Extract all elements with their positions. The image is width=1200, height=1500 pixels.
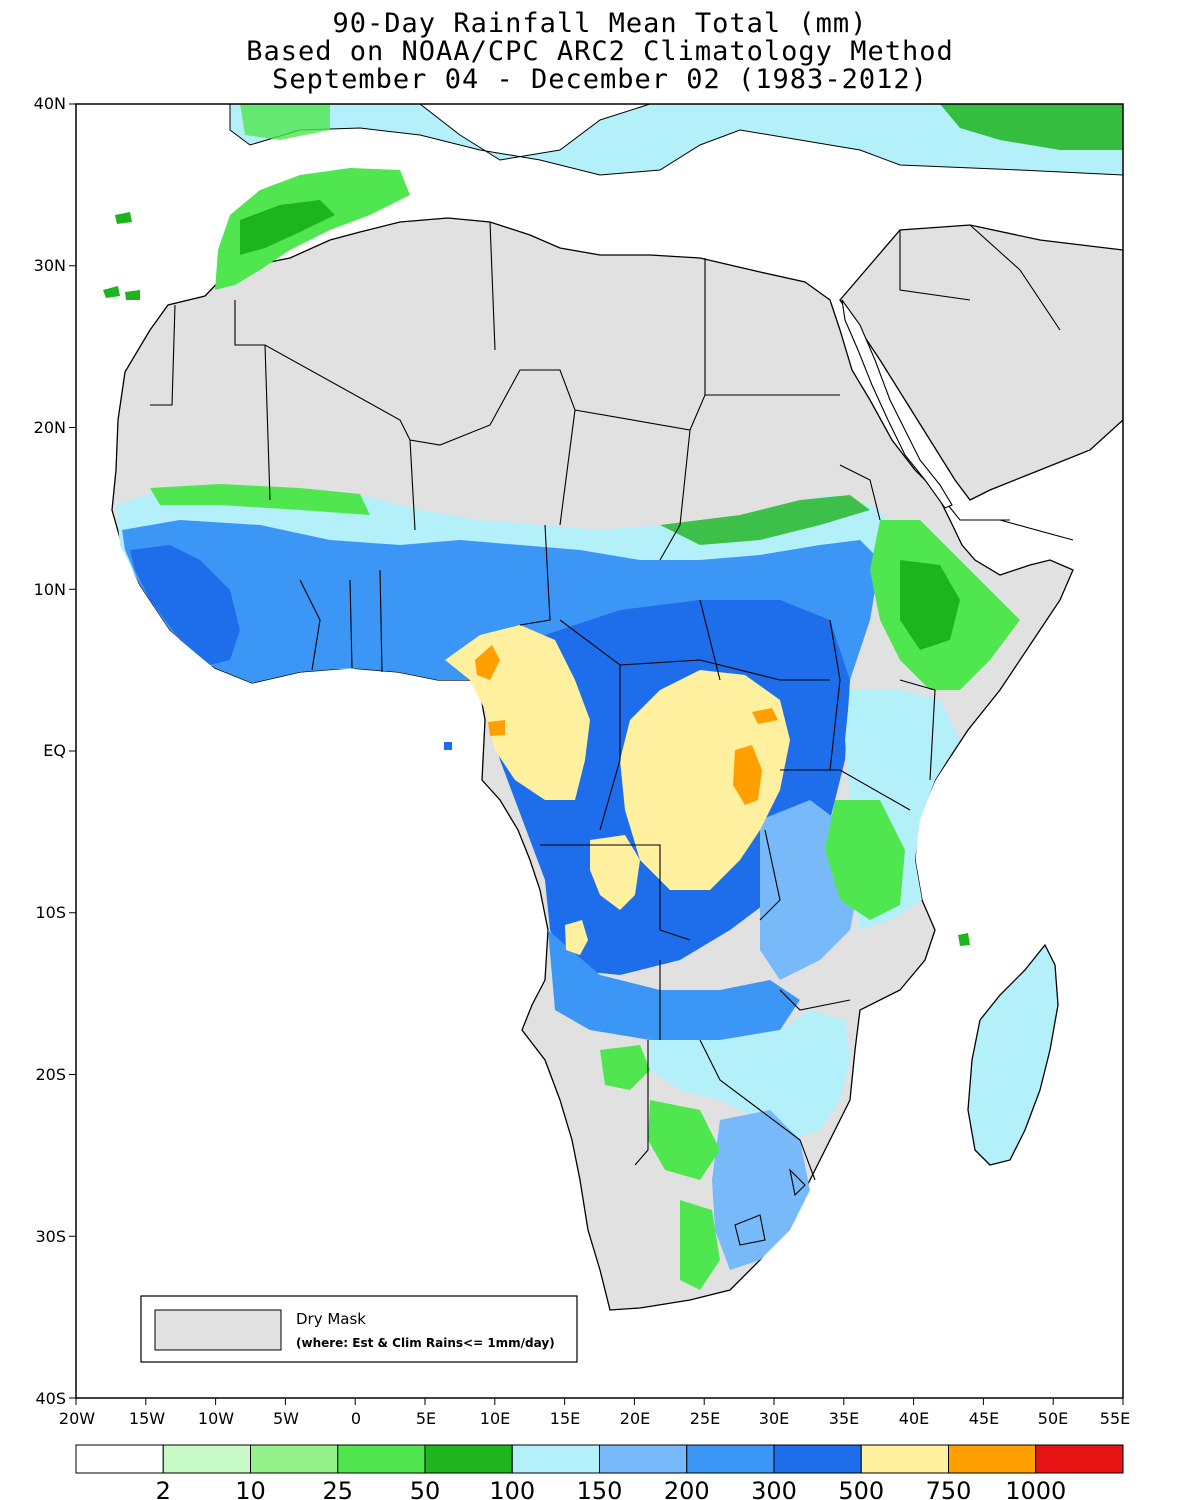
axis-ticks xyxy=(69,103,1124,1405)
red-sea xyxy=(841,299,953,509)
angola-small-heavy-rain xyxy=(565,920,588,955)
lon-label: 0 xyxy=(351,1409,361,1428)
lat-axis-labels: 40N 30N 20N 10N EQ 10S 20S 30S 40S xyxy=(34,94,66,1408)
colorbar-label: 500 xyxy=(838,1477,884,1500)
east-africa-green xyxy=(825,800,905,920)
colorbar-swatch xyxy=(162,1444,251,1474)
madagascar xyxy=(967,943,1059,1166)
congo-extreme-rain xyxy=(733,745,762,805)
sahel-green-east xyxy=(660,495,870,545)
colorbar-swatch xyxy=(1035,1444,1124,1474)
colorbar-label: 100 xyxy=(489,1477,535,1500)
colorbar-label: 2 xyxy=(156,1477,171,1500)
lat-label: 30N xyxy=(34,256,66,275)
southern-africa-green xyxy=(600,1045,720,1290)
lat-label: 40S xyxy=(35,1389,66,1408)
west-coast-heavy-rain xyxy=(130,545,240,665)
colorbar-label: 25 xyxy=(322,1477,353,1500)
lat-label: 40N xyxy=(34,94,66,113)
maghreb-rain-core xyxy=(240,200,335,255)
colorbar-label: 300 xyxy=(751,1477,797,1500)
colorbar-swatch xyxy=(511,1444,600,1474)
colorbar-label: 200 xyxy=(664,1477,710,1500)
colorbar-label: 1000 xyxy=(1005,1477,1066,1500)
lon-label: 20W xyxy=(59,1409,95,1428)
lat-label: 20N xyxy=(34,418,66,437)
map-content xyxy=(103,104,1123,1311)
colorbar: 2 10 25 50 100 150 200 300 500 750 1000 xyxy=(75,1444,1124,1500)
ethiopia-rain-core xyxy=(900,560,960,650)
congo-very-heavy-rain xyxy=(620,670,790,890)
lat-label: 10S xyxy=(35,903,66,922)
southern-congo-rain-zone xyxy=(548,930,800,1040)
lon-label: 25E xyxy=(690,1409,720,1428)
lon-label: 40E xyxy=(899,1409,929,1428)
colorbar-swatch xyxy=(75,1444,164,1474)
colorbar-label: 10 xyxy=(235,1477,266,1500)
dry-mask-legend: Dry Mask (where: Est & Clim Rains<= 1mm/… xyxy=(140,1295,578,1363)
dry-mask-swatch xyxy=(154,1309,282,1351)
canary-islands xyxy=(103,286,140,300)
title-line-1: 90-Day Rainfall Mean Total (mm) xyxy=(332,8,868,39)
title-line-3: September 04 - December 02 (1983-2012) xyxy=(272,64,928,95)
sahel-green-band xyxy=(150,484,370,515)
colorbar-swatch xyxy=(860,1444,949,1474)
arabian-peninsula xyxy=(839,224,1123,501)
lat-label: EQ xyxy=(43,741,66,760)
lon-label: 10E xyxy=(480,1409,510,1428)
colorbar-swatch xyxy=(948,1444,1037,1474)
dry-mask-title: Dry Mask xyxy=(296,1310,366,1328)
congo-extreme-rain-north xyxy=(752,708,778,724)
colorbar-label: 750 xyxy=(926,1477,972,1500)
lon-label: 5E xyxy=(416,1409,436,1428)
madeira-island xyxy=(115,212,132,224)
sao-tome-island xyxy=(444,742,452,750)
maghreb-rain-zone xyxy=(215,168,410,290)
europe-green-west xyxy=(240,104,330,140)
lon-label: 10W xyxy=(198,1409,234,1428)
country-borders xyxy=(150,221,1074,1246)
lon-label: 45E xyxy=(969,1409,999,1428)
lon-axis-labels: 20W 15W 10W 5W 0 5E 10E 15E 20E 25E 30E … xyxy=(59,1409,1130,1428)
europe-green-band xyxy=(940,104,1123,150)
colorbar-swatch xyxy=(250,1444,339,1474)
bioko-extreme-rain xyxy=(488,720,505,736)
lon-label: 35E xyxy=(829,1409,859,1428)
lat-label: 20S xyxy=(35,1065,66,1084)
colorbar-label: 150 xyxy=(577,1477,623,1500)
angola-very-heavy-rain xyxy=(590,835,640,910)
lat-label: 10N xyxy=(34,580,66,599)
lon-label: 50E xyxy=(1038,1409,1068,1428)
colorbar-swatch xyxy=(773,1444,862,1474)
zambia-mozambique-rain xyxy=(650,1010,850,1140)
lon-label: 30E xyxy=(759,1409,789,1428)
mediterranean-sea xyxy=(300,150,860,245)
lat-label: 30S xyxy=(35,1227,66,1246)
dry-mask-note: (where: Est & Clim Rains<= 1mm/day) xyxy=(296,1336,555,1350)
lon-label: 15E xyxy=(550,1409,580,1428)
colorbar-swatch xyxy=(686,1444,775,1474)
colorbar-swatch xyxy=(599,1444,688,1474)
lon-label: 20E xyxy=(620,1409,650,1428)
lon-label: 55E xyxy=(1100,1409,1130,1428)
colorbar-swatch xyxy=(337,1444,426,1474)
southern-europe xyxy=(229,104,1123,176)
cameroon-extreme-rain xyxy=(475,645,500,680)
colorbar-swatch xyxy=(424,1444,513,1474)
lon-label: 15W xyxy=(129,1409,165,1428)
lon-label: 5W xyxy=(273,1409,299,1428)
comoros-island xyxy=(958,933,970,946)
colorbar-label: 50 xyxy=(410,1477,441,1500)
title-line-2: Based on NOAA/CPC ARC2 Climatology Metho… xyxy=(246,36,954,67)
